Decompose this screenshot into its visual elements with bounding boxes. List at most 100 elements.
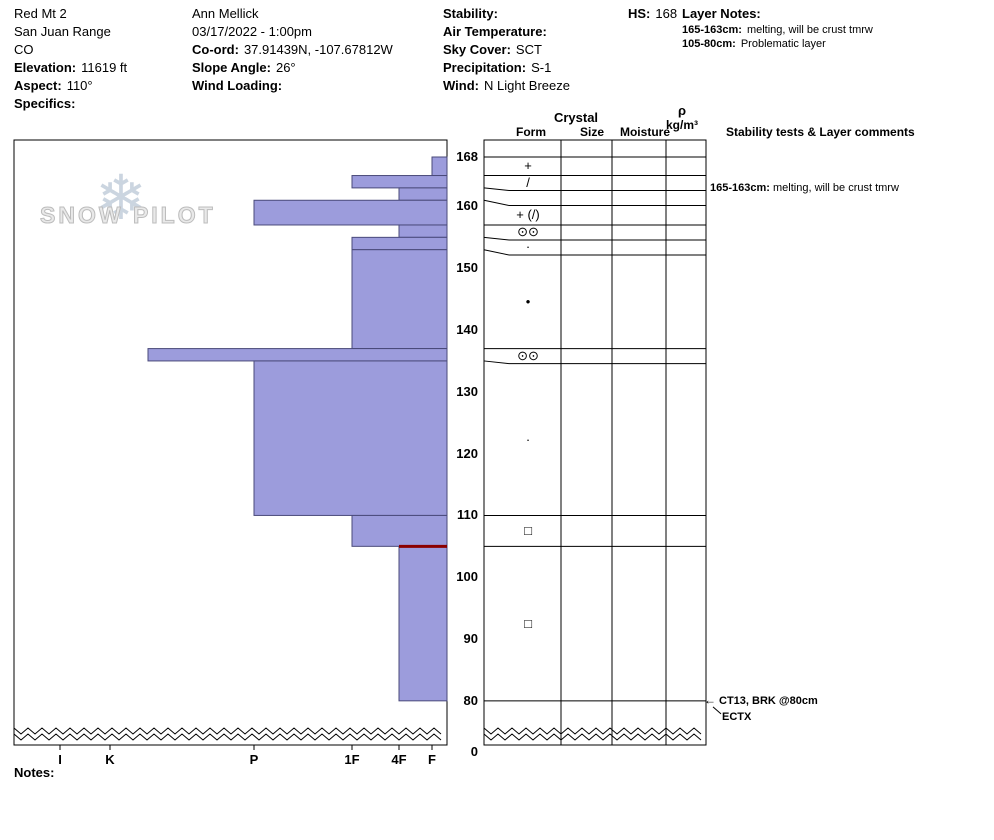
sky-cover-value: SCT bbox=[515, 42, 542, 57]
crystal-form-symbol: · bbox=[525, 431, 531, 447]
layer-bar-161-157 bbox=[253, 199, 448, 226]
snowpilot-logo: ❄ SNOW PILOT bbox=[40, 164, 220, 245]
site-state: CO bbox=[14, 42, 34, 57]
crystal-columns-frame bbox=[483, 139, 707, 746]
observation-datetime: 03/17/2022 - 1:00pm bbox=[192, 24, 312, 39]
layer-bar-153-137 bbox=[351, 249, 448, 350]
hs-field: HS: 168 bbox=[628, 5, 677, 23]
layer-comment: 165-163cm: melting, will be crust tmrw bbox=[710, 182, 899, 194]
precipitation-label: Precipitation: bbox=[443, 60, 527, 75]
aspect-label: Aspect: bbox=[14, 78, 62, 93]
slope-angle: Slope Angle: 26° bbox=[192, 59, 393, 77]
notes-label: Notes: bbox=[14, 765, 55, 780]
hardness-axis-label: K bbox=[105, 752, 115, 767]
crystal-form-symbol: / bbox=[526, 175, 530, 191]
layer-boundary-connector bbox=[483, 249, 510, 256]
layer-note: 105-80cm: Problematic layer bbox=[682, 37, 873, 51]
layer-boundary-connector bbox=[483, 236, 510, 241]
layer-boundary-connector bbox=[483, 199, 510, 207]
scale-break-zigzag bbox=[13, 727, 442, 735]
crystal-form-symbol: · bbox=[525, 239, 531, 255]
coord-value: 37.91439N, -107.67812W bbox=[243, 42, 393, 57]
depth-axis-label: 110 bbox=[457, 507, 478, 523]
hardness-axis-label: P bbox=[249, 752, 259, 767]
site-elevation: Elevation: 11619 ft bbox=[14, 59, 127, 77]
depth-axis-label: 0 bbox=[470, 744, 478, 759]
layer-comment-range: 165-163cm: bbox=[710, 181, 770, 194]
hardness-axis-label: 4F bbox=[391, 752, 407, 767]
stability-test-connector bbox=[712, 706, 722, 715]
scale-break-zigzag bbox=[483, 727, 702, 735]
depth-axis-label: 100 bbox=[456, 569, 478, 585]
depth-axis-label: 130 bbox=[456, 383, 478, 399]
layer-bar-157-155 bbox=[398, 224, 448, 238]
stability-field: Stability: bbox=[443, 5, 570, 23]
aspect-value: 110° bbox=[66, 78, 93, 93]
coord-label: Co-ord: bbox=[192, 42, 239, 57]
sky-cover-field: Sky Cover: SCT bbox=[443, 41, 570, 59]
hs-line: HS: 168 bbox=[628, 5, 677, 23]
scale-break-zigzag bbox=[13, 733, 442, 741]
stability-test-result: ECTX bbox=[722, 710, 752, 723]
air-temp-label: Air Temperature: bbox=[443, 24, 547, 39]
hs-value: 168 bbox=[655, 6, 678, 21]
layer-note: 165-163cm: melting, will be crust tmrw bbox=[682, 23, 873, 37]
form-column-header: Form bbox=[516, 125, 546, 139]
layer-comment-text: melting, will be crust tmrw bbox=[769, 181, 899, 194]
layer-bar-105-80 bbox=[398, 545, 448, 702]
depth-axis-label: 80 bbox=[463, 692, 478, 708]
layer-boundary-connector bbox=[483, 360, 510, 365]
layer-bar-165-163 bbox=[351, 175, 448, 189]
layer-note-text: melting, will be crust tmrw bbox=[746, 24, 873, 36]
observer-name: Ann Mellick bbox=[192, 6, 259, 21]
crystal-form-symbol: + bbox=[524, 158, 532, 174]
crystal-form-symbol: + (/) bbox=[516, 207, 540, 223]
slope-value: 26° bbox=[275, 60, 296, 75]
snowflake-icon: ❄ bbox=[95, 164, 147, 233]
coordinates: Co-ord: 37.91439N, -107.67812W bbox=[192, 41, 393, 59]
wind-loading-label: Wind Loading: bbox=[192, 78, 283, 93]
observer-info: Ann Mellick 03/17/2022 - 1:00pm Co-ord: 3… bbox=[192, 5, 393, 95]
elevation-label: Elevation: bbox=[14, 60, 77, 75]
stability-label: Stability: bbox=[443, 6, 498, 21]
density-symbol-header: ρ bbox=[677, 103, 687, 118]
wind-field: Wind: N Light Breeze bbox=[443, 77, 570, 95]
sky-cover-label: Sky Cover: bbox=[443, 42, 511, 57]
precipitation-field: Precipitation: S-1 bbox=[443, 59, 570, 77]
crystal-form-symbol: □ bbox=[524, 522, 532, 538]
density-unit-header: kg/m³ bbox=[665, 118, 698, 132]
hs-label: HS: bbox=[628, 6, 651, 21]
stability-test-arrow-icon: ← bbox=[704, 692, 716, 707]
site-aspect: Aspect: 110° bbox=[14, 77, 127, 95]
hardness-axis-label: 1F bbox=[344, 752, 360, 767]
air-temp-field: Air Temperature: bbox=[443, 23, 570, 41]
layer-bar-110-105 bbox=[351, 514, 448, 547]
crystal-form-symbol: ⊙⊙ bbox=[517, 224, 539, 240]
layer-note-range: 105-80cm: bbox=[682, 38, 736, 50]
elevation-value: 11619 ft bbox=[81, 60, 128, 75]
stability-test-result: CT13, BRK @80cm bbox=[719, 694, 818, 707]
moisture-column-header: Moisture bbox=[619, 125, 670, 139]
precipitation-value: S-1 bbox=[531, 60, 552, 75]
site-specifics: Specifics: bbox=[14, 95, 127, 113]
wind-label: Wind: bbox=[443, 78, 479, 93]
layer-notes-title: Layer Notes: bbox=[682, 6, 761, 21]
size-column-header: Size bbox=[579, 125, 604, 139]
hardness-axis-label: I bbox=[58, 752, 62, 767]
site-info: Red Mt 2 San Juan Range CO Elevation: 116… bbox=[14, 5, 127, 113]
crystal-form-symbol: ⊙⊙ bbox=[517, 348, 539, 364]
depth-axis-label: 150 bbox=[456, 260, 478, 276]
slope-label: Slope Angle: bbox=[192, 60, 271, 75]
layer-note-text: Problematic layer bbox=[740, 38, 826, 50]
layer-note-range: 165-163cm: bbox=[682, 24, 742, 36]
layer-bar-137-135 bbox=[147, 348, 448, 362]
depth-axis-label: 90 bbox=[463, 631, 478, 647]
layer-notes: Layer Notes: 165-163cm: melting, will be … bbox=[682, 5, 873, 51]
depth-axis-label: 120 bbox=[456, 445, 478, 461]
comments-column-header: Stability tests & Layer comments bbox=[726, 125, 915, 139]
hardness-axis-label: F bbox=[428, 752, 436, 767]
layer-bar-135-110 bbox=[253, 360, 448, 516]
